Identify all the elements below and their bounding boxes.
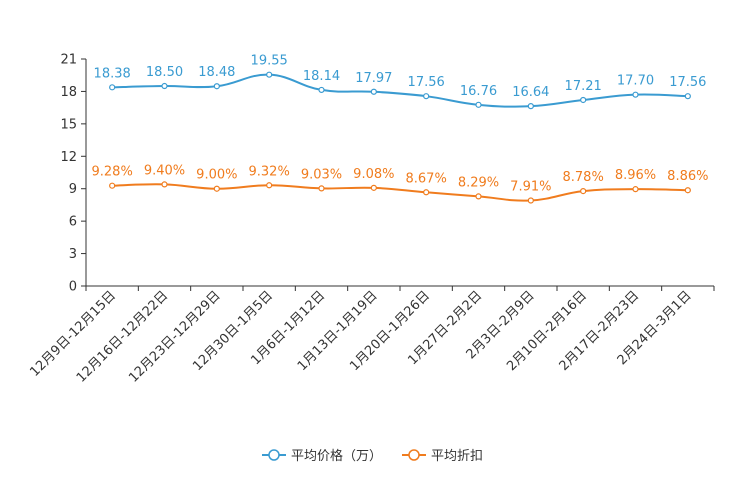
- data-label: 18.50: [146, 65, 183, 80]
- data-point: [423, 93, 430, 100]
- data-point: [632, 186, 639, 193]
- legend-item-1[interactable]: 平均折扣: [402, 449, 483, 464]
- y-tick-label: 18: [60, 85, 77, 100]
- y-tick-label: 12: [60, 150, 77, 165]
- data-label: 17.21: [565, 79, 602, 94]
- y-tick-label: 0: [69, 280, 77, 295]
- data-point: [109, 84, 116, 91]
- data-point: [161, 82, 168, 90]
- data-point: [423, 189, 430, 196]
- y-tick-label: 3: [69, 247, 77, 262]
- data-point: [109, 182, 116, 189]
- y-tick-label: 9: [69, 182, 77, 197]
- data-point: [684, 93, 691, 100]
- data-label: 18.38: [94, 66, 131, 81]
- data-point: [318, 86, 325, 94]
- series-line: [112, 183, 688, 202]
- data-point: [266, 71, 273, 78]
- data-point: [318, 185, 325, 192]
- data-point: [632, 91, 639, 98]
- data-label: 18.14: [303, 69, 340, 84]
- data-point: [266, 182, 273, 189]
- data-point: [475, 101, 482, 108]
- data-label: 8.86%: [667, 169, 708, 184]
- data-label: 19.55: [251, 54, 288, 69]
- data-point: [527, 103, 534, 110]
- data-point: [684, 187, 691, 194]
- data-label: 8.29%: [458, 175, 499, 190]
- data-label: 16.64: [512, 85, 549, 100]
- axes: 0 3 6 9 12 15 18 21 12月9日-12月15日12月16日-12月22日12月…: [27, 53, 715, 386]
- legend-marker-icon: [268, 449, 280, 461]
- legend-label: 平均价格（万）: [291, 448, 382, 464]
- data-point: [527, 197, 534, 204]
- x-tick-label: 12月16日-12月22日: [74, 288, 171, 385]
- data-label: 18.48: [198, 65, 235, 80]
- y-tick-label: 6: [69, 215, 77, 230]
- data-label: 17.70: [617, 74, 654, 89]
- data-label: 8.67%: [406, 171, 447, 186]
- data-label: 9.32%: [249, 164, 290, 179]
- data-point: [213, 185, 220, 192]
- data-label: 9.40%: [144, 163, 185, 178]
- data-label: 9.08%: [353, 167, 394, 182]
- data-label: 17.56: [408, 75, 445, 90]
- series-0: 18.38 18.50 18.48 19.55 18.14 17.97 17.56 16.76…: [94, 54, 706, 110]
- series-line: [112, 73, 688, 108]
- data-label: 17.97: [355, 71, 392, 86]
- legend[interactable]: 平均价格（万） 平均折扣: [262, 448, 483, 464]
- data-label: 8.78%: [563, 170, 604, 185]
- y-tick-label: 21: [60, 53, 77, 68]
- legend-marker-icon: [408, 449, 420, 461]
- x-tick-label: 12月9日-12月15日: [27, 288, 119, 380]
- data-label: 9.03%: [301, 167, 342, 182]
- data-point: [580, 187, 587, 195]
- data-point: [161, 181, 168, 188]
- data-point: [580, 96, 587, 104]
- data-label: 8.96%: [615, 168, 656, 183]
- legend-item-0[interactable]: 平均价格（万）: [262, 448, 382, 464]
- data-label: 9.28%: [92, 165, 133, 180]
- x-tick-label: 12月23日-12月29日: [126, 288, 223, 385]
- data-label: 17.56: [669, 75, 706, 90]
- data-point: [370, 88, 377, 95]
- data-point: [370, 184, 377, 191]
- data-label: 7.91%: [510, 179, 551, 194]
- data-label: 9.00%: [196, 168, 237, 183]
- data-point: [213, 83, 220, 90]
- y-tick-label: 15: [60, 117, 77, 132]
- series-layer: 18.38 18.50 18.48 19.55 18.14 17.97 17.56 16.76…: [92, 54, 708, 204]
- legend-label: 平均折扣: [431, 449, 483, 464]
- series-1: 9.28% 9.40% 9.00% 9.32% 9.03% 9.08% 8.67% 8.29%…: [92, 163, 708, 204]
- data-point: [475, 193, 482, 200]
- data-label: 16.76: [460, 84, 497, 99]
